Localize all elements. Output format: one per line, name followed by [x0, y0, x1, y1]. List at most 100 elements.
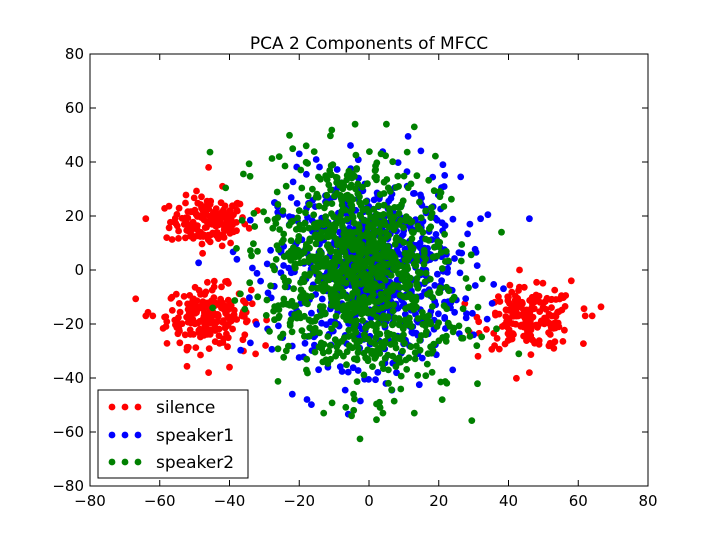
scatter-point-speaker2 — [395, 283, 402, 291]
x-tick-label: 60 — [569, 492, 588, 510]
scatter-point-speaker2 — [350, 262, 358, 270]
scatter-point-speaker2 — [328, 399, 336, 407]
scatter-point-silence — [180, 293, 188, 300]
scatter-point-silence — [203, 218, 211, 226]
scatter-point-speaker2 — [357, 202, 365, 210]
scatter-point-speaker2 — [327, 290, 335, 298]
legend-label-speaker2: speaker2 — [156, 453, 234, 473]
scatter-point-speaker2 — [273, 188, 281, 196]
scatter-point-silence — [205, 345, 213, 352]
scatter-point-silence — [218, 242, 226, 250]
scatter-point-silence — [183, 362, 191, 370]
scatter-point-speaker2 — [444, 319, 452, 327]
x-tick-label: 0 — [364, 492, 374, 510]
scatter-point-speaker2 — [442, 248, 450, 255]
scatter-point-speaker2 — [311, 223, 318, 231]
scatter-point-speaker2 — [306, 236, 314, 244]
scatter-point-speaker2 — [396, 317, 404, 325]
scatter-point-speaker2 — [246, 172, 254, 180]
scatter-point-silence — [191, 320, 199, 328]
scatter-point-silence — [213, 220, 220, 227]
scatter-point-speaker2 — [350, 309, 357, 317]
scatter-point-speaker2 — [342, 260, 350, 268]
scatter-point-speaker2 — [436, 238, 444, 246]
scatter-point-speaker2 — [357, 280, 365, 288]
scatter-point-speaker2 — [419, 313, 427, 320]
scatter-point-speaker2 — [431, 243, 438, 251]
scatter-point-speaker2 — [378, 282, 386, 290]
scatter-point-speaker2 — [268, 155, 276, 162]
scatter-point-speaker2 — [374, 273, 382, 281]
scatter-point-speaker2 — [319, 358, 327, 366]
scatter-point-speaker2 — [369, 322, 377, 329]
scatter-point-speaker2 — [372, 252, 380, 259]
legend-marker-speaker2 — [108, 458, 116, 466]
scatter-point-silence — [556, 295, 564, 303]
x-tick-label: −40 — [214, 492, 246, 510]
scatter-point-silence — [161, 205, 169, 212]
scatter-point-speaker2 — [312, 193, 320, 201]
scatter-point-speaker2 — [315, 343, 323, 351]
scatter-point-silence — [178, 214, 186, 222]
scatter-point-speaker2 — [379, 294, 386, 301]
legend-entry-speaker2: speaker2 — [108, 453, 234, 473]
scatter-point-silence — [483, 326, 490, 333]
scatter-point-speaker2 — [414, 371, 422, 379]
scatter-point-silence — [518, 304, 525, 311]
scatter-point-speaker2 — [428, 368, 436, 376]
scatter-point-speaker2 — [338, 208, 346, 215]
scatter-point-silence — [527, 351, 535, 358]
scatter-point-speaker1 — [257, 277, 264, 285]
scatter-point-silence — [172, 321, 179, 329]
scatter-point-speaker2 — [251, 223, 259, 230]
scatter-point-silence — [227, 239, 235, 247]
scatter-point-speaker2 — [304, 300, 311, 308]
scatter-point-speaker1 — [431, 282, 439, 289]
scatter-point-speaker2 — [381, 252, 389, 259]
scatter-point-speaker1 — [438, 277, 445, 285]
scatter-point-speaker1 — [469, 309, 476, 317]
scatter-point-speaker2 — [332, 312, 340, 320]
scatter-point-speaker2 — [362, 286, 370, 294]
scatter-point-silence — [186, 292, 194, 299]
scatter-point-speaker2 — [338, 243, 346, 251]
scatter-point-speaker2 — [380, 211, 387, 218]
scatter-point-speaker2 — [379, 409, 387, 417]
scatter-point-silence — [205, 369, 213, 376]
scatter-point-silence — [493, 335, 501, 342]
scatter-point-silence — [525, 308, 533, 316]
scatter-point-speaker1 — [268, 345, 276, 353]
scatter-point-speaker2 — [291, 262, 298, 270]
scatter-point-speaker2 — [429, 347, 437, 354]
scatter-point-speaker2 — [267, 282, 274, 290]
scatter-point-silence — [198, 302, 206, 309]
scatter-point-speaker2 — [359, 183, 366, 191]
scatter-point-speaker2 — [332, 276, 340, 284]
scatter-point-speaker2 — [276, 226, 283, 233]
scatter-point-speaker1 — [295, 354, 303, 361]
scatter-point-silence — [187, 208, 195, 216]
scatter-point-speaker2 — [347, 239, 354, 247]
scatter-point-speaker1 — [336, 363, 344, 371]
scatter-point-silence — [191, 283, 199, 291]
scatter-point-speaker2 — [324, 259, 331, 267]
legend-marker-speaker2 — [121, 458, 129, 466]
scatter-point-speaker2 — [422, 269, 430, 277]
scatter-point-silence — [219, 231, 227, 239]
scatter-point-speaker2 — [374, 244, 381, 252]
scatter-point-speaker2 — [332, 248, 340, 256]
scatter-point-speaker1 — [312, 156, 320, 163]
scatter-point-speaker2 — [370, 206, 378, 213]
scatter-point-speaker2 — [459, 334, 467, 342]
scatter-point-speaker2 — [348, 292, 356, 300]
scatter-point-speaker2 — [361, 335, 369, 342]
scatter-point-speaker2 — [209, 304, 217, 312]
scatter-point-speaker2 — [302, 142, 310, 150]
scatter-point-silence — [207, 231, 215, 239]
scatter-point-speaker2 — [365, 209, 373, 216]
scatter-point-speaker1 — [399, 231, 407, 238]
scatter-point-speaker1 — [387, 195, 395, 202]
scatter-point-speaker2 — [424, 350, 432, 357]
scatter-point-speaker2 — [269, 224, 277, 232]
scatter-point-speaker1 — [318, 319, 325, 327]
